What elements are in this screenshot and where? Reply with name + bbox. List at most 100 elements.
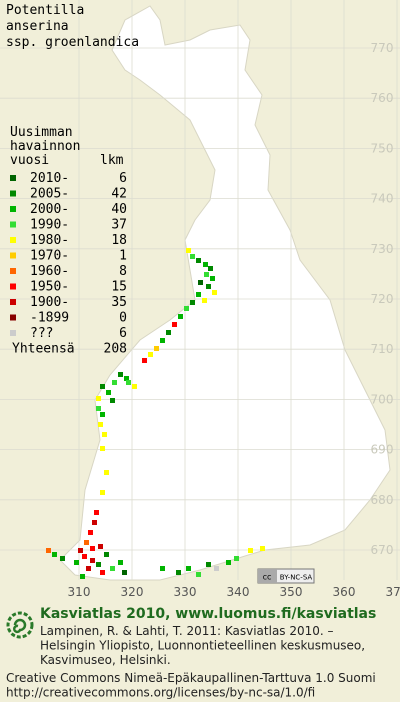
- observation-square: [118, 560, 123, 565]
- observation-square: [96, 396, 101, 401]
- citation-line: Kasvimuseo, Helsinki.: [40, 653, 171, 667]
- observation-square: [96, 406, 101, 411]
- legend-count: 37: [111, 218, 127, 233]
- observation-square: [196, 572, 201, 577]
- observation-square: [248, 548, 253, 553]
- legend-label: 1960-: [30, 264, 69, 279]
- observation-square: [122, 570, 127, 575]
- observation-square: [104, 470, 109, 475]
- observation-square: [208, 266, 213, 271]
- observation-square: [46, 548, 51, 553]
- legend-col-year: vuosi: [10, 153, 49, 168]
- legend-label: 2000-: [30, 202, 69, 217]
- legend-label: 2005-: [30, 187, 69, 202]
- badge-icon-bg: [258, 569, 277, 583]
- observation-square: [202, 298, 207, 303]
- logo-swirl: [12, 618, 27, 634]
- observation-square: [96, 562, 101, 567]
- observation-square: [132, 384, 137, 389]
- x-grid-label: 330: [174, 585, 197, 599]
- observation-square: [98, 422, 103, 427]
- observation-square: [84, 540, 89, 545]
- observation-square: [186, 566, 191, 571]
- observation-square: [86, 566, 91, 571]
- license-line: Creative Commons Nimeä-Epäkaupallinen-Ta…: [6, 671, 376, 685]
- observation-square: [106, 390, 111, 395]
- y-grid-label: 700: [371, 392, 394, 406]
- legend-label: 1900-: [30, 295, 69, 310]
- legend-heading: Uusimman: [10, 125, 73, 140]
- title-line: Potentilla: [6, 3, 84, 18]
- legend-count: 18: [111, 233, 127, 248]
- legend-count: 6: [119, 326, 127, 341]
- legend-label: 1950-: [30, 280, 69, 295]
- footer-heading: Kasviatlas 2010, www.luomus.fi/kasviatla…: [40, 606, 376, 622]
- observation-square: [172, 322, 177, 327]
- legend-swatch: [10, 221, 16, 228]
- observation-square: [124, 376, 129, 381]
- logo-ring: [6, 611, 34, 639]
- legend-swatch: [10, 268, 16, 274]
- observation-square: [92, 520, 97, 525]
- legend-label: -1899: [30, 311, 69, 326]
- observation-square: [196, 292, 201, 297]
- legend-label: 1990-: [30, 218, 69, 233]
- legend-label: 1970-: [30, 249, 69, 264]
- legend-count: 1: [119, 249, 127, 264]
- observation-square: [90, 546, 95, 551]
- legend-label: 2010-: [30, 171, 69, 186]
- observation-square: [234, 556, 239, 561]
- observation-square: [110, 398, 115, 403]
- legend-count: 15: [111, 280, 127, 295]
- x-grid-label: 320: [121, 585, 144, 599]
- x-grid-label: 350: [280, 585, 303, 599]
- y-grid-label: 680: [371, 493, 394, 507]
- legend-label: 1980-: [30, 233, 69, 248]
- observation-square: [74, 560, 79, 565]
- observation-square: [118, 372, 123, 377]
- observation-square: [176, 570, 181, 575]
- legend-swatch: [10, 314, 16, 321]
- legend-count: 0: [119, 311, 127, 326]
- finland-outline: [59, 5, 391, 581]
- legend-total: 208: [104, 342, 127, 357]
- license-line: http://creativecommons.org/licenses/by-n…: [6, 686, 315, 700]
- legend-col-count: lkm: [100, 153, 124, 168]
- observation-square: [160, 566, 165, 571]
- observation-square: [206, 562, 211, 567]
- observation-square: [204, 272, 209, 277]
- observation-square: [260, 546, 265, 551]
- legend-count: 35: [111, 295, 127, 310]
- legend-count: 40: [111, 202, 127, 217]
- x-grid-label: 310: [68, 585, 91, 599]
- observation-square: [190, 254, 195, 259]
- observation-square: [196, 258, 201, 263]
- y-grid-label: 740: [371, 192, 394, 206]
- legend-swatch: [10, 299, 16, 305]
- x-grid-label: 370: [386, 585, 400, 599]
- observation-square: [100, 384, 105, 389]
- observation-square: [190, 300, 195, 305]
- observation-square: [206, 284, 211, 289]
- observation-square: [100, 412, 105, 417]
- observation-square: [112, 380, 117, 385]
- legend-swatch: [10, 283, 16, 290]
- citation-line: Lampinen, R. & Lahti, T. 2011: Kasviatla…: [40, 624, 334, 638]
- observation-square: [148, 352, 153, 357]
- observation-square: [100, 570, 105, 575]
- y-grid-label: 760: [371, 91, 394, 105]
- license-badge: cc BY-NC-SA: [257, 568, 315, 584]
- y-grid-label: 720: [371, 292, 394, 306]
- observation-square: [102, 432, 107, 437]
- y-grid-label: 750: [371, 141, 394, 155]
- observation-square: [110, 566, 115, 571]
- observation-square: [212, 290, 217, 295]
- observation-square: [198, 280, 203, 285]
- observation-square: [80, 574, 85, 579]
- observation-square: [94, 510, 99, 515]
- observation-square: [52, 552, 57, 557]
- observation-square: [104, 552, 109, 557]
- y-grid-label: 670: [371, 543, 394, 557]
- observation-square: [82, 554, 87, 559]
